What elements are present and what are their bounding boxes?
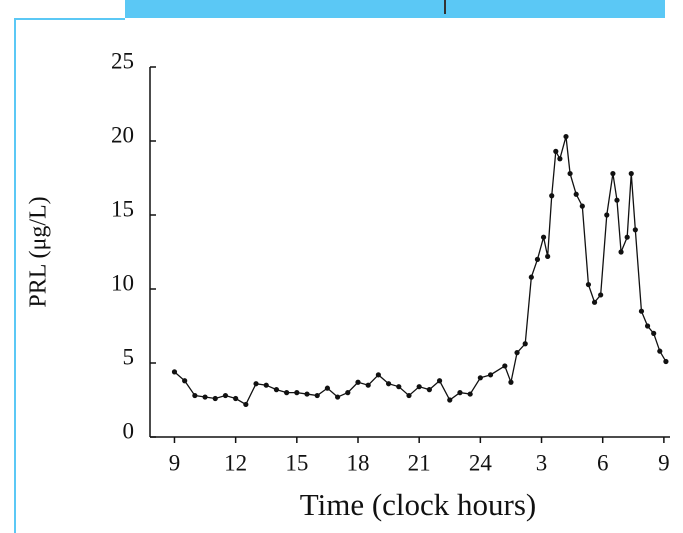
data-point — [253, 381, 259, 387]
data-point — [522, 341, 528, 347]
data-point — [567, 170, 573, 177]
data-point — [553, 148, 559, 154]
data-point — [624, 234, 630, 240]
x-tick-label: 12 — [224, 450, 247, 475]
data-point — [585, 281, 592, 288]
data-point — [508, 379, 514, 385]
data-point — [657, 348, 663, 354]
data-point — [534, 256, 541, 262]
data-point — [426, 387, 432, 393]
data-point — [233, 395, 239, 402]
data-point — [573, 191, 579, 197]
data-point — [202, 394, 208, 400]
data-point — [614, 197, 620, 203]
data-point — [355, 379, 361, 385]
data-point — [651, 330, 657, 336]
data-line — [174, 136, 667, 406]
data-point — [514, 350, 520, 356]
data-point — [598, 292, 604, 298]
data-point — [294, 390, 300, 396]
data-point — [579, 203, 585, 209]
data-point — [396, 384, 402, 390]
data-point — [447, 397, 453, 403]
y-axis-label: PRL (μg/L) — [26, 196, 52, 307]
data-point — [324, 385, 331, 391]
y-tick-label: 10 — [111, 270, 134, 295]
x-axis-label: Time (clock hours) — [300, 487, 537, 522]
data-point — [243, 401, 249, 408]
data-point — [604, 212, 610, 218]
x-tick-label: 21 — [408, 450, 431, 475]
data-point — [182, 378, 188, 384]
header-bar — [125, 0, 665, 18]
y-tick-label: 0 — [123, 418, 135, 443]
data-point — [273, 387, 280, 393]
y-tick-label: 20 — [111, 122, 134, 147]
data-point — [304, 391, 310, 397]
data-point — [563, 133, 569, 140]
data-point — [222, 392, 229, 399]
x-tick-label: 18 — [347, 450, 370, 475]
data-point — [192, 392, 198, 399]
y-tick-label: 25 — [111, 48, 134, 73]
data-point — [263, 382, 269, 388]
data-point — [335, 394, 341, 400]
data-point — [416, 384, 422, 390]
data-point — [477, 375, 483, 381]
data-point — [212, 395, 218, 402]
data-point — [457, 390, 463, 396]
data-point — [610, 170, 616, 177]
y-tick-label: 15 — [111, 196, 134, 221]
data-point — [467, 391, 473, 397]
data-point — [540, 234, 547, 240]
data-point — [345, 390, 351, 396]
data-point — [618, 249, 624, 255]
y-tick-label: 5 — [123, 344, 135, 369]
data-point — [314, 392, 320, 399]
x-tick-label: 15 — [285, 450, 308, 475]
data-point — [365, 382, 371, 388]
x-tick-label: 9 — [658, 450, 670, 475]
data-point — [375, 372, 381, 378]
data-point — [545, 253, 551, 260]
data-point — [171, 369, 178, 375]
data-point — [628, 170, 634, 177]
x-tick-label: 24 — [469, 450, 493, 475]
data-point — [557, 156, 563, 162]
data-point — [487, 372, 494, 378]
x-tick-label: 6 — [597, 450, 609, 475]
data-point — [385, 381, 392, 387]
data-point — [284, 390, 290, 396]
data-point — [632, 227, 638, 233]
data-point — [502, 363, 508, 369]
data-point — [528, 274, 534, 280]
data-point — [638, 308, 645, 314]
data-point — [406, 392, 412, 399]
x-tick-label: 9 — [169, 450, 181, 475]
data-point — [436, 378, 443, 384]
data-point — [549, 193, 555, 199]
data-point — [644, 323, 651, 329]
data-point — [591, 299, 598, 305]
data-point — [663, 358, 669, 365]
x-tick-label: 3 — [536, 450, 548, 475]
